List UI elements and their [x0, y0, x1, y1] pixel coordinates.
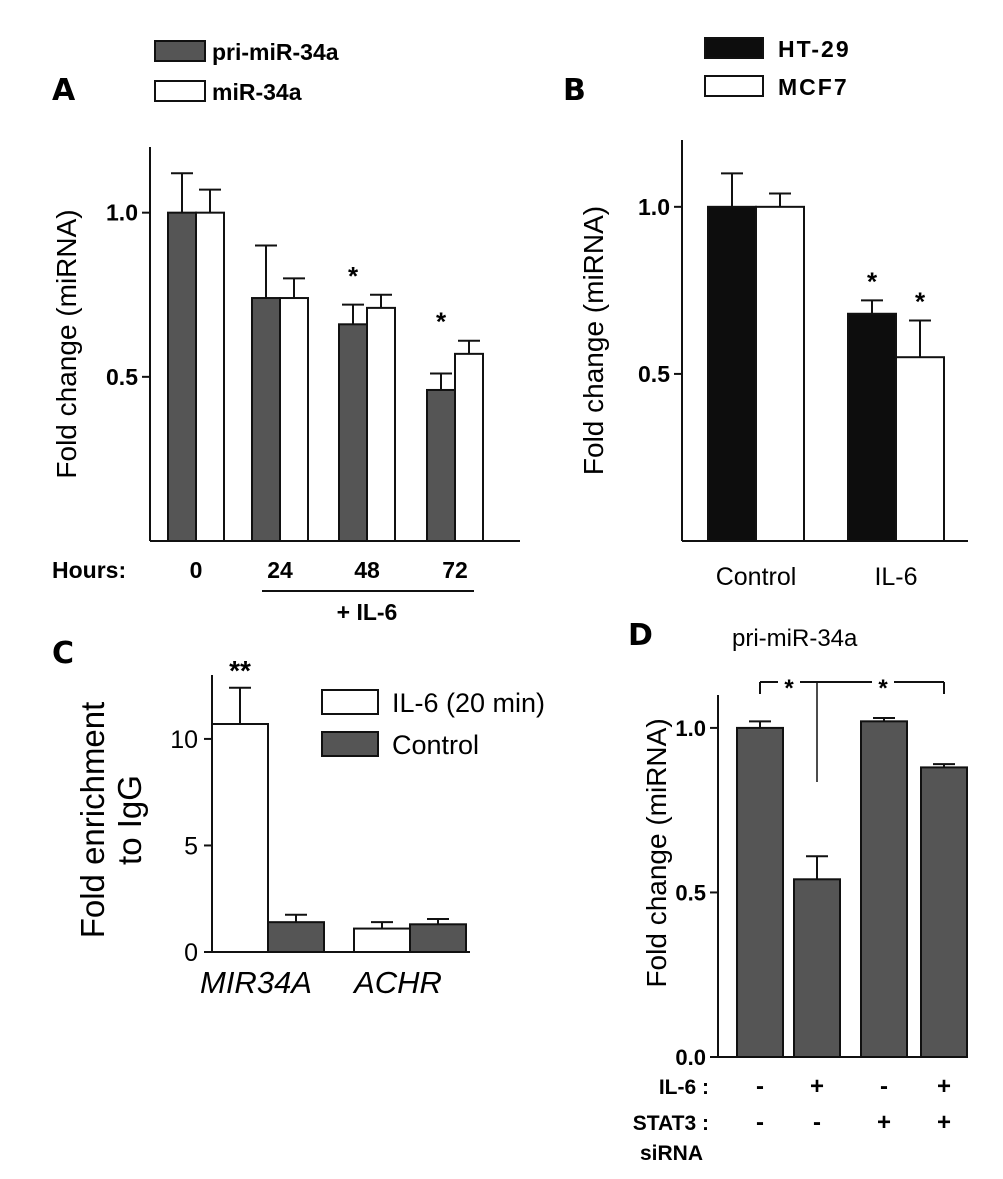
significance-star-d-2: *	[878, 675, 888, 702]
il6-bracket-label-a: + IL-6	[337, 599, 398, 625]
legend-label-il6: IL-6 (20 min)	[392, 688, 545, 718]
condition-mark-1-3: +	[937, 1109, 951, 1136]
legend-a: pri-miR-34a miR-34a	[154, 39, 339, 105]
bar-a-pri-miR-34a-0	[167, 211, 197, 543]
y-tick-label-b: 1.0	[638, 194, 670, 220]
legend-swatch-pri-mir34a	[154, 40, 206, 62]
bar-d-2	[860, 720, 908, 1058]
sig-star-d-bg-1	[778, 670, 800, 694]
bar-a-pri-miR-34a-24	[251, 297, 281, 542]
legend-label-control: Control	[392, 730, 479, 760]
y-tick-label-a: 0.5	[106, 364, 138, 390]
legend-b: HT-29 MCF7	[704, 36, 851, 100]
bar-a-miR-34a-48	[366, 306, 396, 542]
y-tick-label-d: 0.5	[675, 880, 706, 905]
bar-b-MCF7-Control	[755, 205, 805, 542]
bar-a-miR-34a-72	[454, 352, 484, 542]
y-tick-label-a: 1.0	[106, 200, 138, 226]
condition-row-label-0: IL-6 :	[659, 1076, 709, 1099]
panel-label-c: C	[52, 636, 74, 671]
bar-a-pri-miR-34a-48	[338, 323, 368, 542]
legend-swatch-control	[321, 731, 379, 757]
bar-c-Control-MIR34A	[267, 921, 325, 954]
significance-star-c: **	[229, 655, 251, 686]
bar-b-MCF7-IL-6	[895, 356, 945, 543]
x-tick-label-a: 0	[190, 557, 203, 583]
y-tick-label-c: 0	[184, 939, 198, 967]
x-tick-label-a: 48	[354, 557, 380, 583]
condition-mark-0-0: -	[756, 1073, 764, 1100]
x-tick-label-a: 72	[442, 557, 468, 583]
x-tick-label-b: IL-6	[874, 563, 917, 591]
significance-star-b: *	[867, 266, 878, 296]
bar-a-miR-34a-24	[279, 297, 309, 542]
legend-label-mir34a: miR-34a	[212, 79, 302, 105]
bar-a-miR-34a-0	[195, 211, 225, 543]
y-axis-title-a: Fold change (miRNA)	[51, 209, 82, 478]
bar-c-IL-6 (20 min)-MIR34A	[211, 723, 269, 953]
significance-star-a: *	[436, 307, 447, 337]
sig-star-d-bg-2	[872, 670, 894, 694]
bar-c-Control-ACHR	[409, 923, 467, 953]
panel-label-b: B	[563, 73, 586, 108]
x-prefix-hours: Hours:	[52, 557, 126, 583]
legend-label-mcf7: MCF7	[778, 74, 849, 100]
y-tick-label-d: 0.0	[675, 1045, 706, 1070]
y-axis-title-d: Fold change (miRNA)	[641, 718, 672, 987]
condition-mark-0-1: +	[810, 1073, 824, 1100]
x-tick-label-c: MIR34A	[200, 965, 312, 1000]
condition-row-label2-1: siRNA	[640, 1142, 703, 1165]
panel-d-title: pri-miR-34a	[732, 625, 858, 652]
legend-swatch-ht29	[704, 37, 764, 59]
condition-mark-0-2: -	[880, 1073, 888, 1100]
legend-label-pri-mir34a: pri-miR-34a	[212, 39, 339, 65]
bar-c-IL-6 (20 min)-ACHR	[353, 927, 411, 953]
y-tick-label-c: 5	[184, 832, 198, 860]
y-axis-title-c-line2: to IgG	[111, 775, 148, 865]
bar-b-HT-29-IL-6	[847, 312, 897, 542]
bar-d-3	[920, 766, 968, 1059]
significance-star-a: *	[348, 261, 359, 291]
condition-row-label-1: STAT3 :	[633, 1112, 709, 1135]
y-tick-label-c: 10	[170, 726, 198, 754]
significance-star-d-1: *	[784, 675, 794, 702]
bar-d-1	[793, 878, 841, 1058]
y-tick-label-b: 0.5	[638, 361, 670, 387]
x-tick-label-a: 24	[267, 557, 293, 583]
panel-label-d: D	[628, 618, 653, 653]
panel-label-a: A	[52, 73, 76, 108]
y-axis-title-c-line1: Fold enrichment	[74, 702, 111, 939]
y-tick-label-d: 1.0	[675, 716, 706, 741]
legend-swatch-mcf7	[704, 75, 764, 97]
bar-d-0	[736, 726, 784, 1059]
condition-mark-1-0: -	[756, 1109, 764, 1136]
legend-label-ht29: HT-29	[778, 36, 851, 62]
significance-star-b: *	[915, 286, 926, 316]
condition-mark-0-3: +	[937, 1073, 951, 1100]
bar-b-HT-29-Control	[707, 205, 757, 542]
legend-swatch-il6	[321, 689, 379, 715]
legend-c: IL-6 (20 min) Control	[321, 688, 545, 760]
condition-mark-1-1: -	[813, 1109, 821, 1136]
y-axis-title-b: Fold change (miRNA)	[578, 206, 609, 475]
legend-swatch-mir34a	[154, 80, 206, 102]
x-tick-label-c: ACHR	[352, 965, 442, 1000]
x-tick-label-b: Control	[716, 563, 797, 591]
bar-a-pri-miR-34a-72	[426, 388, 456, 543]
condition-mark-1-2: +	[877, 1109, 891, 1136]
